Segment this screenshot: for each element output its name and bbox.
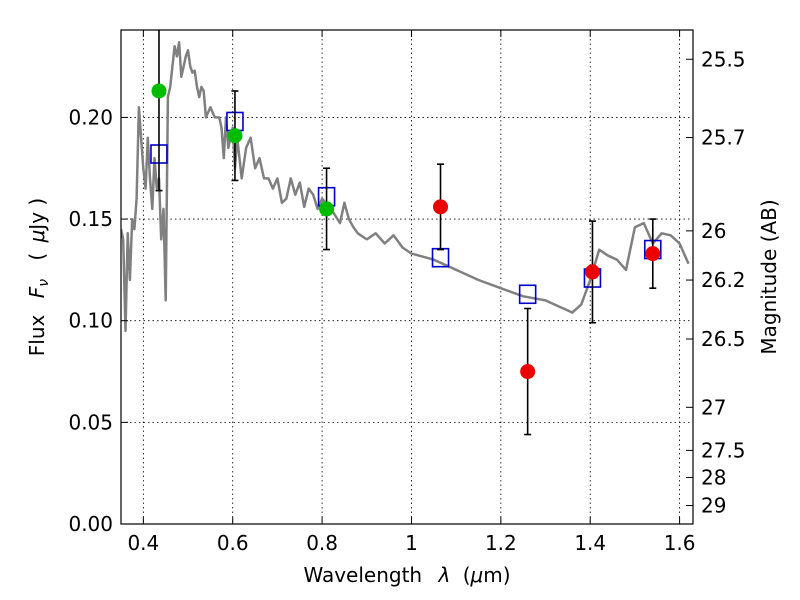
x-axis-title-symbol: λ [437,563,450,587]
y-tick-label: 0.20 [68,105,113,129]
y-tick-label: 0.05 [68,410,113,434]
y2-tick-label: 26.5 [701,327,746,351]
x-axis-title-text: Wavelength [303,563,422,587]
model-spectrum-line [121,40,690,333]
green-data-point [319,201,335,217]
y-axis-title-unit-mu: μ [25,230,49,244]
y-tick-label: 0.15 [68,207,113,231]
x-tick-label: 1.4 [574,531,606,555]
y2-tick-label: 25.7 [701,126,746,150]
model-box-marker [518,284,537,305]
green-data-point [227,128,243,144]
plot-frame [120,29,694,525]
y-axis-title-unit-open: ( [25,253,49,261]
x-tick-label: 1.2 [485,531,517,555]
x-axis-title: Wavelength λ (μm) [303,563,510,587]
y2-tick-label: 29 [701,494,726,518]
y-axis-title-symbol-sub: ν [36,279,52,287]
x-tick-label: 1.6 [664,531,696,555]
y-axis-title: Flux Fν ( μJy ) [25,198,53,356]
green-data-point [151,83,167,99]
y2-tick-label: 27.5 [701,438,746,462]
red-data-point [645,246,661,262]
model-layer [121,40,690,333]
y2-tick-label: 25.5 [701,47,746,71]
x-tick-label: 0.4 [127,531,159,555]
y2-tick-label: 26 [701,219,726,243]
y-axis-title-unit-rest: Jy ) [25,198,49,232]
red-data-point [584,264,600,280]
y2-tick-label: 28 [701,465,726,489]
x-axis-title-unit-mu: μ [470,563,484,587]
y2-axis-title: Magnitude (AB) [757,199,781,354]
x-axis-title-unit-open: ( [463,563,471,587]
x-axis-title-unit-rest: m) [483,563,510,587]
y-axis-title-symbol: F [25,286,49,298]
y-axis-title-text: Flux [25,314,49,356]
red-data-point [520,364,536,380]
x-tick-label: 0.6 [217,531,249,555]
y-tick-label: 0.10 [68,309,113,333]
points-layer [150,30,662,436]
y2-tick-label: 27 [701,395,726,419]
red-data-point [433,199,449,215]
y2-tick-label: 26.2 [701,268,746,292]
y-tick-label: 0.00 [68,512,113,536]
x-tick-label: 1 [405,531,418,555]
ticks-layer: 0.4 0.6 0.8 1 1.2 1.4 1.6 0.00 0.05 0.10 0.15 0.20 2… [68,30,746,555]
grid-layer [121,30,693,524]
x-tick-label: 0.8 [306,531,338,555]
